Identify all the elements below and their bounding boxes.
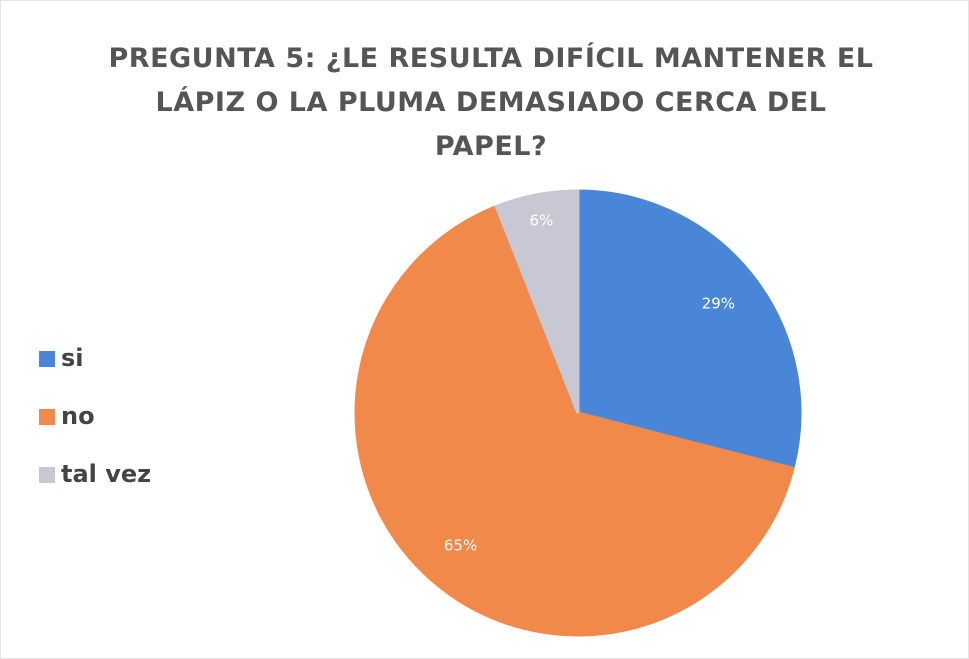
legend-label: si <box>61 344 84 372</box>
chart-title: PREGUNTA 5: ¿LE RESULTA DIFÍCIL MANTENER… <box>108 43 874 162</box>
legend-label: no <box>61 402 95 430</box>
data-label: 65% <box>444 537 477 555</box>
pie-slice <box>354 204 795 637</box>
legend-swatch <box>39 409 55 425</box>
pie-slice <box>576 189 802 471</box>
legend-label: tal vez <box>61 460 151 488</box>
pie-slice <box>494 189 580 414</box>
legend-swatch <box>39 467 55 483</box>
legend-swatch <box>39 351 55 367</box>
data-label: 6% <box>529 212 553 230</box>
data-label: 29% <box>702 295 735 313</box>
